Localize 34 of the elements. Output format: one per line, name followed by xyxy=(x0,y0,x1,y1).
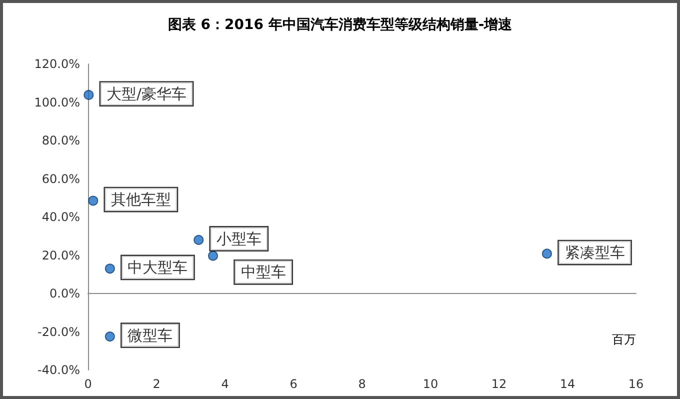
y-tick-label: -40.0% xyxy=(38,363,80,377)
x-tick-label: 12 xyxy=(491,377,507,391)
data-label: 大型/豪华车 xyxy=(106,84,187,103)
y-tick-label: 60.0% xyxy=(42,172,80,186)
data-label: 其他车型 xyxy=(110,190,171,209)
x-tick-label: 16 xyxy=(628,377,644,391)
point xyxy=(88,196,98,206)
chart-title: 图表 6：2016 年中国汽车消费车型等级结构销量-增速 xyxy=(168,16,514,33)
x-tick-label: 0 xyxy=(84,377,92,391)
x-tick-label: 8 xyxy=(358,377,366,391)
data-label: 中大型车 xyxy=(128,258,188,276)
y-tick-label: -20.0% xyxy=(38,324,80,339)
y-tick-label: 40.0% xyxy=(42,210,80,224)
x-tick-label: 6 xyxy=(290,377,298,391)
x-tick-label: 4 xyxy=(221,377,229,391)
data-label: 小型车 xyxy=(216,230,262,248)
y-tick-label: 20.0% xyxy=(42,248,80,262)
data-label: 微型车 xyxy=(128,326,173,344)
point xyxy=(208,250,218,261)
x-tick-label: 2 xyxy=(152,377,160,391)
y-tick-label: 0.0% xyxy=(50,286,80,300)
point xyxy=(104,264,115,274)
y-tick-label: 80.0% xyxy=(42,134,80,148)
point xyxy=(104,332,115,342)
x-tick-label: 14 xyxy=(560,377,576,391)
x-tick-label: 10 xyxy=(422,377,438,391)
data-label: 中型车 xyxy=(240,263,286,282)
point xyxy=(84,90,94,100)
point xyxy=(194,234,204,245)
y-tick-label: 100.0% xyxy=(34,95,80,110)
y-tick-label: 120.0% xyxy=(34,57,80,71)
data-label: 紧凑型车 xyxy=(564,244,625,262)
point xyxy=(542,248,552,259)
x-axis-title: 百万 xyxy=(612,332,636,346)
